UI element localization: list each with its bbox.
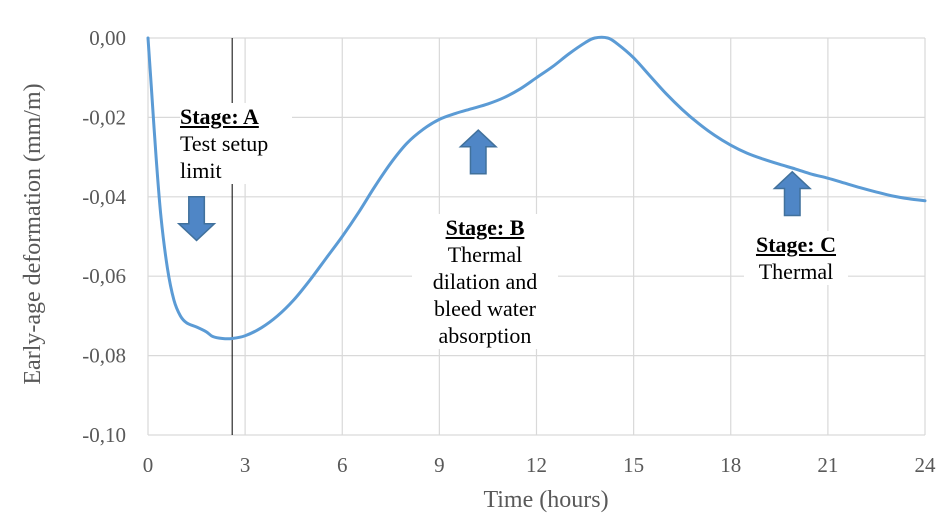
- y-tick-labels: 0,00 -0,02 -0,04 -0,06 -0,08 -0,10: [82, 26, 126, 447]
- annotation-stage-b-text: Thermal dilation and bleed water absorpt…: [432, 242, 538, 348]
- annotation-arrow-up-icon: [772, 170, 812, 217]
- annotation-stage-a: Stage: A Test setup limit: [180, 103, 292, 184]
- x-tick-label: 24: [915, 453, 937, 477]
- annotation-stage-a-heading: Stage: A: [180, 104, 259, 129]
- y-tick-label: -0,02: [82, 105, 126, 129]
- annotation-arrows: [176, 129, 812, 242]
- x-tick-labels: 0 3 6 9 12 15 18 21 24: [143, 453, 936, 477]
- x-tick-label: 15: [623, 453, 644, 477]
- x-tick-label: 12: [526, 453, 547, 477]
- x-tick-label: 6: [337, 453, 348, 477]
- deformation-series-line: [146, 35, 927, 341]
- annotation-arrow-down-icon: [176, 196, 217, 242]
- annotation-arrow-up-icon: [458, 129, 498, 175]
- annotation-stage-b-heading: Stage: B: [445, 215, 525, 240]
- y-tick-label: -0,04: [82, 185, 126, 209]
- x-tick-label: 18: [720, 453, 741, 477]
- y-tick-label: -0,10: [82, 423, 126, 447]
- x-tick-label: 21: [817, 453, 838, 477]
- x-axis-title: Time (hours): [483, 487, 608, 513]
- annotation-stage-a-text: Test setup limit: [180, 131, 269, 183]
- annotation-stage-c: Stage: C Thermal: [744, 231, 848, 285]
- y-tick-label: 0,00: [89, 26, 126, 50]
- x-tick-label: 9: [434, 453, 445, 477]
- annotation-stage-c-heading: Stage: C: [755, 232, 837, 257]
- x-tick-label: 3: [240, 453, 251, 477]
- annotation-stage-b: Stage: B Thermal dilation and bleed wate…: [412, 214, 558, 349]
- series-line-group: [146, 35, 927, 341]
- x-tick-label: 0: [143, 453, 154, 477]
- annotation-stage-c-text: Thermal: [758, 259, 834, 284]
- y-axis-title: Early-age deformation (mm/m): [20, 83, 46, 384]
- y-tick-label: -0,06: [82, 264, 126, 288]
- y-tick-label: -0,08: [82, 344, 126, 368]
